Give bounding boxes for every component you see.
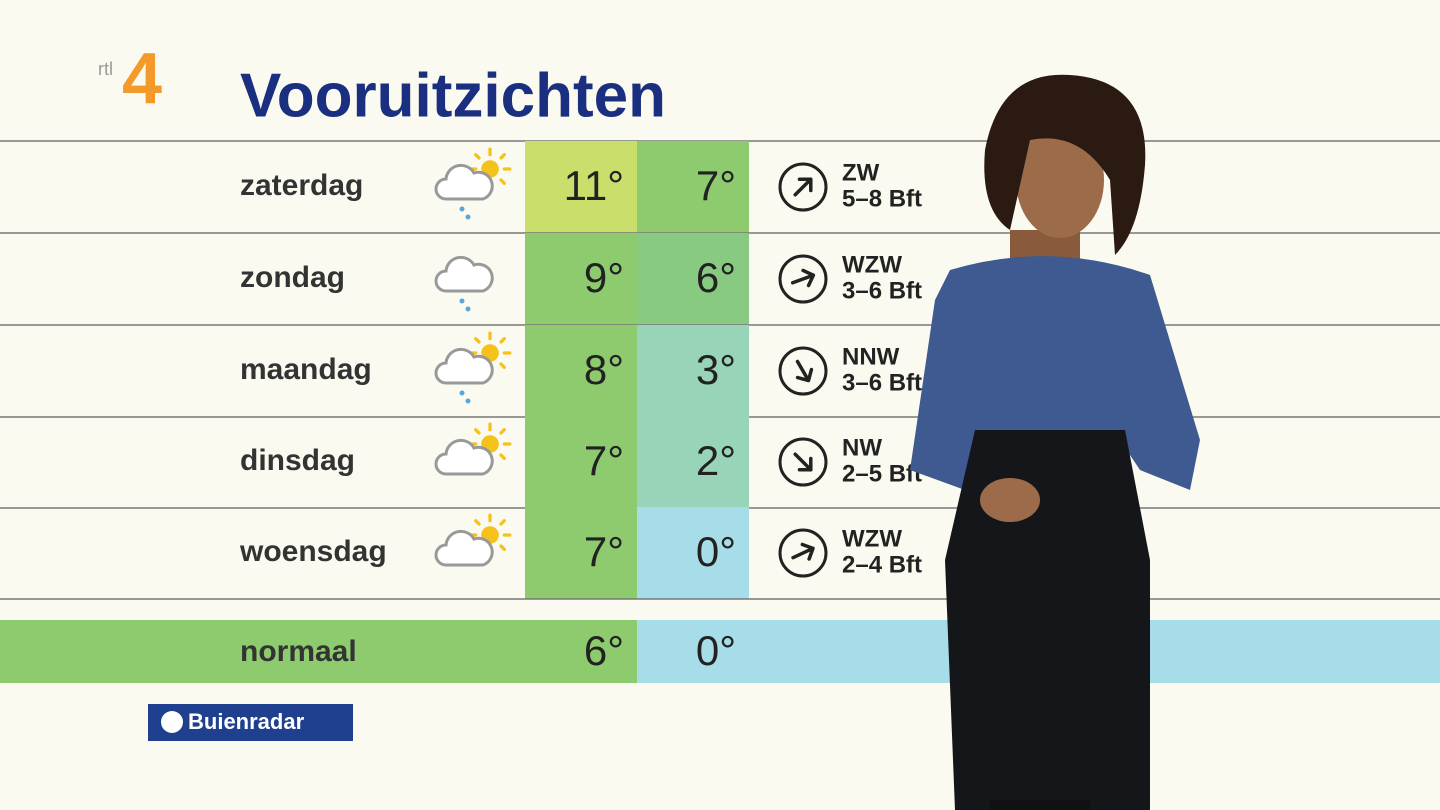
normal-label: normaal <box>240 635 357 668</box>
rain-drop <box>459 390 465 396</box>
wind-arrow-circle <box>778 162 828 212</box>
min-temp: 3° <box>696 346 736 393</box>
wind-arrow <box>791 542 815 561</box>
title: Vooruitzichten <box>240 61 666 130</box>
min-cell <box>637 233 749 325</box>
min-temp: 2° <box>696 437 736 484</box>
max-cell <box>525 141 637 233</box>
day: maandag <box>240 353 372 386</box>
wind-arrow <box>790 268 816 288</box>
wind-direction: WZW <box>842 525 902 552</box>
wind-force: 2–4 Bft <box>842 551 922 578</box>
wind-direction: NNW <box>842 343 900 370</box>
max-cell <box>525 233 637 325</box>
max-temp: 7° <box>584 437 624 484</box>
rain-drop <box>465 306 471 312</box>
wind-force: 3–6 Bft <box>842 277 922 304</box>
brand-icon <box>161 711 183 733</box>
min-temp: 6° <box>696 254 736 301</box>
wind-arrow <box>795 359 814 383</box>
max-temp: 9° <box>584 254 624 301</box>
wind-arrow <box>793 452 813 472</box>
wind-arrow-shape <box>791 542 815 561</box>
max-cell <box>525 416 637 508</box>
min-cell <box>637 507 749 599</box>
rain-drop <box>465 214 471 220</box>
max-cell <box>525 325 637 417</box>
presenter <box>910 74 1200 810</box>
rain-drop <box>465 398 471 404</box>
wind-direction: ZW <box>842 159 880 186</box>
wind-arrow-circle <box>778 346 828 396</box>
wind-direction: NW <box>842 434 882 461</box>
wind-arrow-shape <box>793 452 813 472</box>
logo-text: rtl <box>98 59 113 79</box>
min-temp: 7° <box>696 162 736 209</box>
normal-max-cell <box>0 620 637 683</box>
wind-arrow-shape <box>795 359 814 383</box>
rain-drop <box>459 206 465 212</box>
brand-name: Buienradar <box>188 709 305 734</box>
wind-arrow-circle <box>778 437 828 487</box>
max-temp: 7° <box>584 528 624 575</box>
day: zaterdag <box>240 169 363 202</box>
wind-direction: WZW <box>842 251 902 278</box>
min-temp: 0° <box>696 528 736 575</box>
min-cell <box>637 416 749 508</box>
day: woensdag <box>239 535 387 568</box>
wind-force: 2–5 Bft <box>842 460 922 487</box>
min-cell <box>637 325 749 417</box>
wind-arrow-shape <box>790 268 816 288</box>
wind-arrow-circle <box>778 254 828 304</box>
wind-force: 3–6 Bft <box>842 369 922 396</box>
wind-arrow-circle <box>778 528 828 578</box>
rain-drop <box>459 298 465 304</box>
max-cell <box>525 507 637 599</box>
wind-arrow <box>793 177 813 197</box>
wind-arrow-shape <box>793 177 813 197</box>
normal-min: 0° <box>696 627 736 674</box>
max-temp: 11° <box>564 162 624 209</box>
max-temp: 8° <box>584 346 624 393</box>
wind-force: 5–8 Bft <box>842 185 922 212</box>
day: dinsdag <box>240 444 355 477</box>
logo-number: 4 <box>122 39 162 119</box>
day: zondag <box>240 261 345 294</box>
normal-max: 6° <box>584 627 624 674</box>
min-cell <box>637 141 749 233</box>
